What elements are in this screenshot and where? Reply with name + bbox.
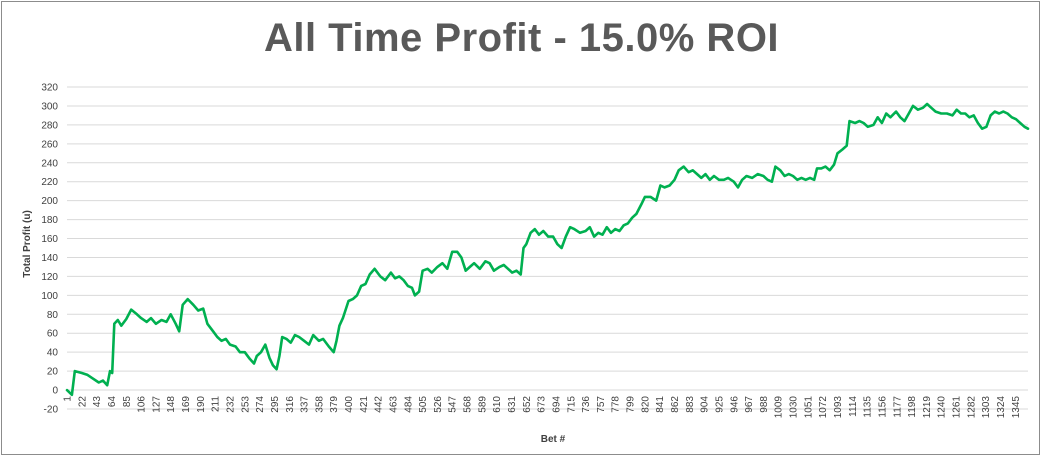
y-tick-label: 80	[47, 310, 59, 321]
series-line-0	[65, 102, 1030, 397]
x-tick-label: 673	[537, 396, 548, 413]
x-tick-label: 1051	[803, 396, 814, 419]
x-axis-title: Bet #	[541, 434, 566, 445]
x-tick-label: 442	[374, 396, 385, 413]
y-tick-label: 0	[52, 386, 58, 397]
y-tick-label: 240	[41, 158, 58, 169]
y-tick-label: 20	[47, 367, 59, 378]
x-tick-label: 1114	[848, 396, 859, 417]
x-tick-label: 946	[729, 396, 740, 413]
y-tick-label: 40	[47, 348, 59, 359]
x-tick-label: 337	[300, 396, 311, 413]
x-tick-label: 1282	[966, 396, 977, 419]
y-tick-label: 280	[41, 120, 58, 131]
x-tick-label: 925	[714, 396, 725, 413]
x-tick-label: 1198	[907, 396, 918, 418]
x-tick-label: 1240	[937, 396, 948, 419]
x-tick-label: 1	[63, 396, 74, 402]
x-tick-label: 841	[655, 396, 666, 413]
x-tick-label: 127	[151, 396, 162, 413]
y-tick-label: 140	[41, 253, 58, 264]
x-tick-label: 22	[77, 396, 88, 408]
x-tick-label: 1156	[877, 396, 888, 418]
series-layer	[65, 102, 1030, 397]
gridlines	[67, 86, 1028, 410]
y-axis-title: Total Profit (u)	[22, 210, 33, 278]
x-tick-label: 190	[196, 396, 207, 413]
x-tick-label: 736	[581, 396, 592, 413]
x-tick-label: 232	[225, 396, 236, 413]
x-tick-label: 1303	[981, 396, 992, 419]
y-axis-ticks: -20 0 20 40 60 80 100 120 140 160 180 200 220 240 260 2…	[41, 83, 58, 416]
x-tick-label: 64	[107, 396, 118, 408]
x-axis-ticks: 1 22 43 64 85 106 127 148 169 190 211 232 253 274 295 3…	[63, 396, 1022, 419]
x-tick-label: 1261	[952, 396, 963, 419]
x-tick-label: 1219	[922, 396, 933, 419]
x-tick-label: 1093	[833, 396, 844, 419]
x-tick-label: 1030	[789, 396, 800, 419]
x-tick-label: 967	[744, 396, 755, 413]
x-tick-label: 1324	[996, 396, 1007, 419]
x-tick-label: 463	[388, 396, 399, 413]
x-tick-label: 85	[122, 396, 133, 408]
chart-title: All Time Profit - 15.0% ROI	[263, 16, 780, 60]
y-tick-label: 300	[41, 101, 58, 112]
x-tick-label: 421	[359, 396, 370, 413]
x-tick-label: 379	[329, 396, 340, 413]
x-tick-label: 526	[433, 396, 444, 413]
x-tick-label: 652	[522, 396, 533, 413]
x-tick-label: 211	[211, 396, 222, 412]
y-tick-label: 60	[47, 329, 59, 340]
x-tick-label: 589	[477, 396, 488, 413]
x-tick-label: 505	[418, 396, 429, 413]
x-tick-label: 274	[255, 396, 266, 413]
x-tick-label: 715	[566, 396, 577, 413]
x-tick-label: 1072	[818, 396, 829, 419]
y-tick-label: 320	[41, 83, 58, 94]
y-tick-label: 220	[41, 177, 58, 188]
x-tick-label: 169	[181, 396, 192, 413]
x-tick-label: 904	[700, 396, 711, 413]
x-tick-label: 1345	[1011, 396, 1022, 419]
x-tick-label: 106	[137, 396, 148, 413]
x-tick-label: 253	[240, 396, 251, 413]
y-tick-label: 260	[41, 139, 58, 150]
x-tick-label: 43	[92, 396, 103, 408]
x-tick-label: 1009	[774, 396, 785, 419]
x-tick-label: 757	[596, 396, 607, 413]
x-tick-label: 694	[551, 396, 562, 413]
x-tick-label: 568	[463, 396, 474, 413]
y-tick-label: 200	[41, 196, 58, 207]
x-tick-label: 358	[314, 396, 325, 413]
x-tick-label: 862	[670, 396, 681, 413]
x-tick-label: 883	[685, 396, 696, 413]
x-tick-label: 820	[640, 396, 651, 413]
y-tick-label: -20	[44, 405, 59, 416]
x-tick-label: 1177	[892, 396, 903, 418]
x-tick-label: 400	[344, 396, 355, 413]
x-tick-label: 148	[166, 396, 177, 413]
x-tick-label: 631	[507, 396, 518, 413]
x-tick-label: 484	[403, 396, 414, 413]
y-tick-label: 100	[41, 291, 58, 302]
x-tick-label: 610	[492, 396, 503, 413]
x-tick-label: 316	[285, 396, 296, 413]
y-tick-label: 120	[41, 272, 58, 283]
y-tick-label: 160	[41, 234, 58, 245]
y-tick-label: 180	[41, 215, 58, 226]
x-tick-label: 799	[626, 396, 637, 413]
x-tick-label: 778	[611, 396, 622, 413]
x-tick-label: 547	[448, 396, 459, 413]
x-tick-label: 988	[759, 396, 770, 413]
x-tick-label: 1135	[863, 396, 874, 418]
x-tick-label: 295	[270, 396, 281, 413]
